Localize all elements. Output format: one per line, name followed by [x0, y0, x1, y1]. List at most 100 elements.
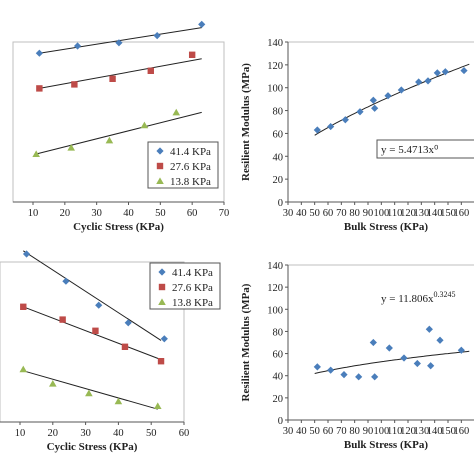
x-axis-title: Cyclic Stress (KPa)	[73, 221, 164, 233]
x-tick-label: 140	[427, 208, 443, 219]
data-point	[49, 380, 57, 387]
data-point	[71, 81, 78, 88]
x-tick-label: 70	[336, 426, 347, 437]
data-point	[36, 85, 43, 92]
data-point	[327, 122, 335, 131]
data-point	[427, 362, 435, 370]
y-tick-label: 100	[267, 84, 283, 95]
x-tick-label: 30	[283, 208, 294, 219]
x-tick-label: 100	[373, 426, 389, 437]
plot-area-border	[287, 41, 474, 203]
legend-label: 27.6 KPa	[170, 161, 211, 173]
y-tick-label: 140	[267, 38, 283, 49]
data-point	[22, 250, 31, 258]
y-tick-label: 0	[278, 416, 283, 427]
x-tick-label: 80	[349, 426, 360, 437]
x-tick-label: 90	[363, 426, 374, 437]
x-tick-label: 150	[440, 426, 456, 437]
data-point	[425, 325, 433, 333]
chart-cyclic-stress-bottom: 10 20 30 40 50 60 Cyclic Stress (KPa) 41.4 KPa 2…	[0, 250, 221, 453]
equation-box	[376, 139, 474, 159]
x-tick-label: 60	[179, 428, 190, 439]
trendline	[39, 58, 202, 89]
x-tick-label: 50	[309, 426, 320, 437]
x-tick-label: 100	[373, 208, 389, 219]
data-point	[188, 51, 196, 58]
trendline	[39, 27, 202, 54]
x-tick-label: 110	[387, 426, 402, 437]
equation-exponent: 0.3245	[434, 290, 456, 299]
x-tick-label: 120	[400, 208, 416, 219]
legend-label: 41.4 KPa	[172, 267, 213, 279]
x-tick-label: 20	[48, 428, 59, 439]
legend-label: 27.6 KPa	[172, 282, 213, 294]
data-point	[109, 75, 116, 82]
y-tick-label: 140	[267, 261, 283, 272]
x-tick-label: 70	[336, 208, 347, 219]
x-axis-title: Bulk Stress (KPa)	[344, 221, 428, 233]
legend-marker	[156, 147, 164, 155]
x-tick-label: 30	[91, 208, 102, 219]
y-tick-label: 20	[273, 175, 284, 186]
legend-label: 41.4 KPa	[170, 146, 211, 158]
data-point	[67, 144, 75, 151]
x-tick-label: 20	[60, 208, 71, 219]
x-tick-label: 40	[123, 208, 134, 219]
data-point	[121, 343, 129, 350]
x-axis-title: Bulk Stress (KPa)	[344, 439, 428, 451]
data-point	[160, 335, 168, 343]
data-point	[385, 344, 393, 352]
y-tick-label: 120	[267, 61, 283, 72]
data-point	[457, 346, 465, 354]
data-point	[140, 121, 149, 129]
y-tick-label: 40	[273, 372, 284, 383]
data-point	[105, 136, 114, 144]
data-point	[153, 32, 161, 40]
y-tick-label: 0	[278, 198, 283, 209]
data-point	[35, 49, 43, 57]
x-tick-label: 10	[28, 208, 39, 219]
data-point	[355, 373, 363, 381]
data-point	[153, 402, 162, 409]
trendline	[23, 370, 158, 410]
x-tick-label: 130	[413, 208, 429, 219]
legend-marker	[156, 162, 164, 170]
trendline	[36, 111, 202, 155]
data-point	[62, 277, 70, 285]
x-tick-label: 30	[283, 426, 294, 437]
data-point	[20, 303, 27, 310]
y-tick-label: 20	[273, 394, 284, 405]
panel-bulk-stress-bottom: 0 20 40 60 80 100 120 140 30 40 50 60 70 80 90 100 110 12…	[237, 237, 474, 474]
x-tick-label: 40	[296, 208, 307, 219]
legend-marker	[156, 177, 164, 184]
x-tick-label: 60	[187, 208, 198, 219]
x-tick-label: 50	[155, 208, 166, 219]
data-point	[371, 373, 379, 381]
y-tick-label: 60	[273, 129, 284, 140]
data-point	[114, 397, 123, 405]
y-axis-title: Resilient Modulus (MPa)	[240, 283, 252, 401]
legend-marker	[158, 283, 166, 291]
data-point	[172, 108, 181, 116]
equation-label: y = 11.806x0.3245	[381, 290, 456, 305]
data-point	[313, 363, 321, 371]
trendline	[314, 63, 470, 136]
data-point	[384, 92, 392, 100]
data-point	[327, 366, 335, 374]
x-axis-title: Cyclic Stress (KPa)	[47, 441, 138, 453]
data-point	[369, 338, 377, 347]
x-tick-label: 40	[113, 428, 124, 439]
y-tick-label: 60	[273, 350, 284, 361]
data-point	[340, 371, 348, 379]
data-point	[356, 108, 364, 116]
y-tick-label: 120	[267, 283, 283, 294]
y-axis-title: Resilient Modulus (MPa)	[240, 63, 252, 181]
data-point	[19, 365, 28, 373]
x-tick-label: 120	[400, 426, 416, 437]
data-point	[92, 327, 99, 334]
y-tick-label: 80	[273, 327, 284, 338]
x-tick-label: 80	[349, 208, 360, 219]
x-tick-label: 60	[323, 426, 334, 437]
legend-label: 13.8 KPa	[172, 297, 213, 309]
